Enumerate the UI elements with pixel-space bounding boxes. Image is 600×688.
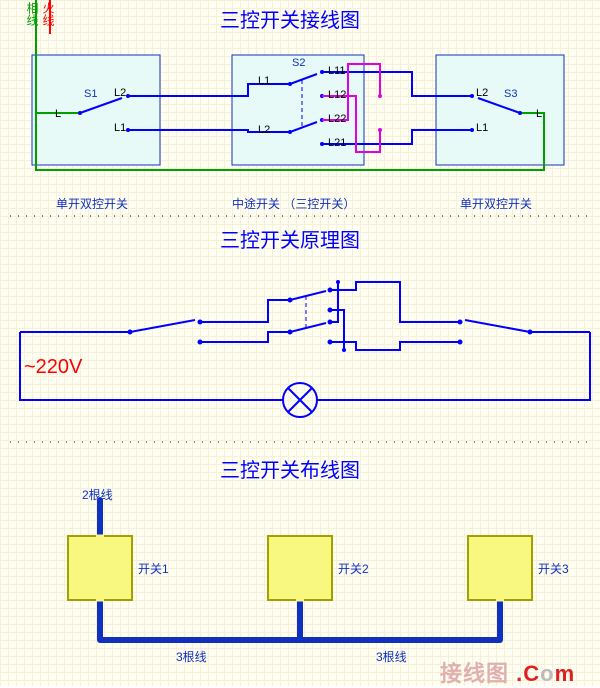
label-mid-L21: L21 (328, 137, 346, 149)
label-S2: S2 (292, 57, 305, 69)
label-right-L: L (536, 108, 542, 120)
p-node-b (336, 280, 340, 284)
panel-left (32, 55, 160, 165)
routing-box-1 (68, 536, 132, 600)
label-left-L2: L2 (114, 87, 126, 99)
voltage-label: ~220V (24, 356, 82, 379)
p-sw-l-arm (130, 320, 195, 332)
routing-top-feed-label: 2根线 (82, 486, 113, 503)
routing-box2-label: 开关2 (338, 560, 369, 577)
label-mid-L22: L22 (328, 113, 346, 125)
routing-box3-label: 开关3 (538, 560, 569, 577)
p-mid-u-arm (290, 291, 326, 300)
p-node-a (342, 348, 346, 352)
label-mid-L12: L12 (328, 89, 346, 101)
title-principle: 三控开关原理图 (220, 224, 360, 253)
watermark-dot-c: .C (516, 661, 540, 686)
routing-seg2-label: 3根线 (376, 648, 407, 665)
label-S3: S3 (504, 88, 517, 100)
routing-box-2 (268, 536, 332, 600)
watermark-main: 接线图 (440, 661, 509, 686)
node-magenta-a (378, 128, 382, 132)
label-left-L: L (55, 108, 61, 120)
label-mid-L2: L2 (258, 124, 270, 136)
panel-caption-left: 单开双控开关 (56, 195, 128, 212)
watermark-m: m (555, 661, 576, 686)
label-S1: S1 (84, 88, 97, 100)
label-mid-L1: L1 (258, 75, 270, 87)
p-trav-rb (330, 342, 460, 350)
p-trav-rt (330, 282, 460, 322)
routing-seg1-label: 3根线 (176, 648, 207, 665)
watermark: 接线图 .Com (440, 656, 575, 688)
routing-run2 (300, 600, 500, 640)
routing-run1 (100, 600, 300, 640)
label-right-L1: L1 (476, 122, 488, 134)
diagram-svg (0, 0, 600, 686)
p-trav-lb (200, 332, 290, 342)
panel-caption-middle: 中途开关 （三控开关） (232, 195, 355, 212)
routing-box1-label: 开关1 (138, 560, 169, 577)
watermark-o: o (540, 661, 554, 686)
live-wire-label: 火线 (40, 2, 57, 26)
title-routing: 三控开关布线图 (220, 454, 360, 483)
label-mid-L11: L11 (328, 65, 346, 77)
node-magenta-b (378, 94, 382, 98)
p-mid-l-arm (290, 323, 326, 332)
p-trav-lt (200, 300, 290, 322)
neutral-wire-label: 相线 (24, 2, 41, 26)
p-sw-r-arm (465, 320, 530, 332)
label-left-L1: L1 (114, 122, 126, 134)
panel-caption-right: 单开双控开关 (460, 195, 532, 212)
title-wiring: 三控开关接线图 (220, 4, 360, 33)
label-right-L2: L2 (476, 87, 488, 99)
routing-box-3 (468, 536, 532, 600)
